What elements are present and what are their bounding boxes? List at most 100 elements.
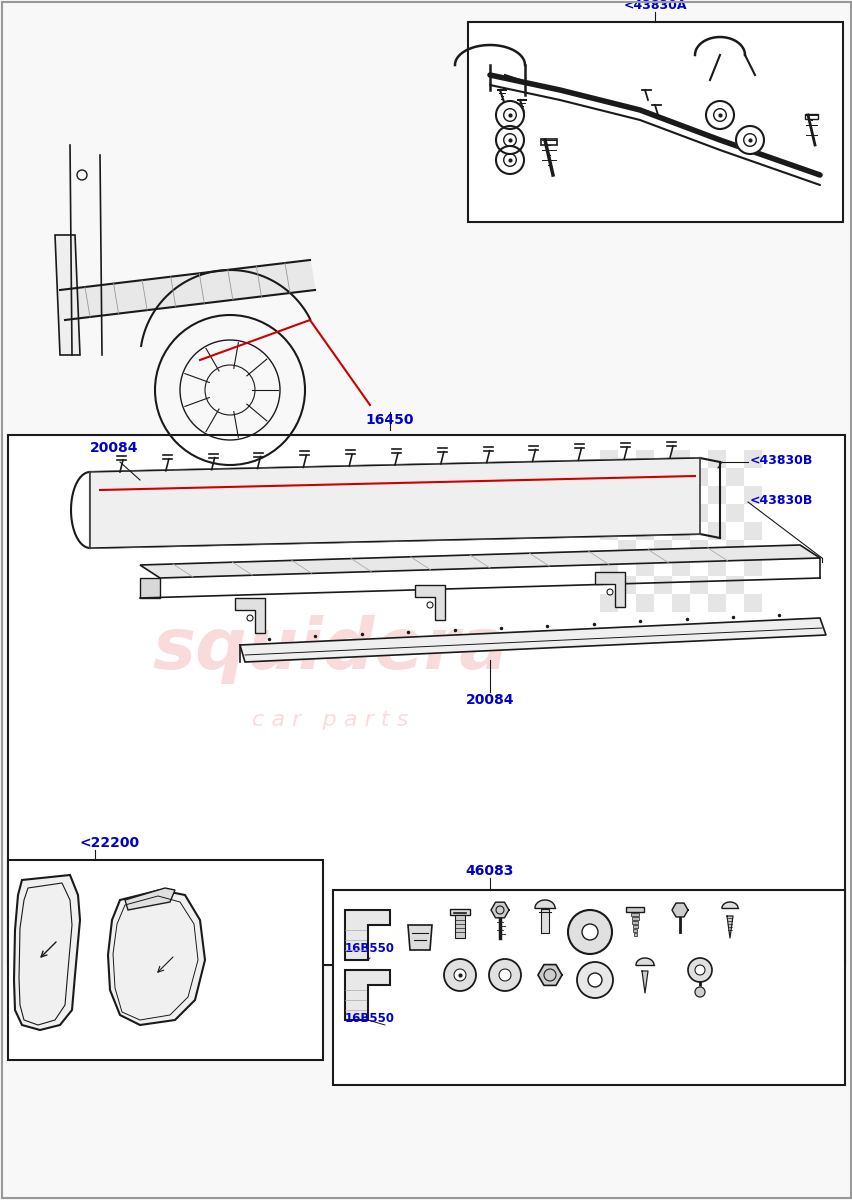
Circle shape (694, 986, 704, 997)
Bar (671, 558, 689, 576)
Bar (599, 486, 618, 504)
Circle shape (576, 962, 613, 998)
Bar (618, 468, 636, 486)
Bar (671, 450, 689, 468)
Polygon shape (140, 578, 160, 598)
Bar (689, 504, 707, 522)
Bar (725, 576, 743, 594)
Bar (625, 907, 643, 912)
Polygon shape (534, 900, 555, 908)
Bar (707, 486, 725, 504)
Bar (599, 594, 618, 612)
Circle shape (587, 973, 602, 986)
Text: 20084: 20084 (90, 440, 138, 455)
Polygon shape (90, 458, 699, 548)
Bar (725, 504, 743, 522)
Text: squidera: squidera (152, 616, 508, 684)
Bar (618, 504, 636, 522)
Bar (636, 594, 653, 612)
Circle shape (453, 970, 465, 982)
Bar (599, 522, 618, 540)
Polygon shape (671, 904, 688, 917)
Bar (618, 576, 636, 594)
Bar (725, 540, 743, 558)
Text: 16450: 16450 (366, 413, 414, 427)
Polygon shape (538, 965, 561, 985)
Polygon shape (344, 970, 389, 1020)
Bar (743, 486, 761, 504)
Circle shape (495, 101, 523, 128)
Polygon shape (721, 902, 737, 908)
Circle shape (498, 970, 510, 982)
Bar (332, 890, 844, 1085)
Text: <43830A: <43830A (623, 0, 686, 12)
Bar (468, 22, 842, 222)
Polygon shape (491, 902, 509, 918)
Bar (540, 139, 556, 145)
Bar (689, 576, 707, 594)
Polygon shape (55, 235, 80, 355)
Bar (599, 558, 618, 576)
Polygon shape (344, 910, 389, 960)
Text: c a r   p a r t s: c a r p a r t s (251, 710, 408, 730)
Bar (631, 917, 638, 920)
Bar (653, 576, 671, 594)
Bar (725, 468, 743, 486)
Bar (632, 925, 637, 928)
Polygon shape (642, 971, 648, 994)
Text: 16B550: 16B550 (344, 942, 394, 955)
Circle shape (495, 126, 523, 154)
Polygon shape (239, 618, 825, 662)
Bar (689, 468, 707, 486)
Polygon shape (125, 888, 175, 910)
Circle shape (495, 146, 523, 174)
Bar (671, 486, 689, 504)
Bar (8, 860, 323, 1060)
Bar (636, 450, 653, 468)
Polygon shape (415, 584, 445, 620)
Circle shape (567, 910, 611, 954)
Text: <43830B: <43830B (749, 454, 813, 467)
Bar (653, 504, 671, 522)
Polygon shape (108, 890, 204, 1025)
Polygon shape (407, 925, 431, 950)
Polygon shape (239, 618, 825, 662)
Polygon shape (60, 260, 314, 320)
Bar (671, 522, 689, 540)
Bar (631, 922, 637, 924)
Polygon shape (726, 916, 732, 938)
Circle shape (688, 958, 711, 982)
Bar (636, 486, 653, 504)
Polygon shape (595, 572, 625, 607)
Bar (599, 450, 618, 468)
Bar (743, 558, 761, 576)
Bar (707, 450, 725, 468)
Polygon shape (140, 545, 819, 578)
Text: 46083: 46083 (465, 864, 514, 878)
Bar (8, 434, 844, 965)
Polygon shape (90, 458, 699, 548)
Bar (707, 594, 725, 612)
Circle shape (444, 959, 475, 991)
Bar (630, 913, 638, 916)
Bar (540, 910, 549, 934)
Bar (636, 522, 653, 540)
Circle shape (735, 126, 763, 154)
Bar (653, 540, 671, 558)
Circle shape (581, 924, 597, 940)
Bar (618, 540, 636, 558)
Circle shape (694, 965, 704, 974)
Text: <22200: <22200 (80, 836, 140, 850)
Circle shape (488, 959, 521, 991)
Bar (743, 450, 761, 468)
Polygon shape (234, 598, 265, 634)
Bar (707, 522, 725, 540)
Bar (689, 540, 707, 558)
Circle shape (705, 101, 733, 128)
Bar (633, 934, 636, 936)
Bar (636, 558, 653, 576)
Bar (743, 594, 761, 612)
Polygon shape (14, 875, 80, 1030)
Polygon shape (636, 958, 653, 965)
Bar (671, 594, 689, 612)
